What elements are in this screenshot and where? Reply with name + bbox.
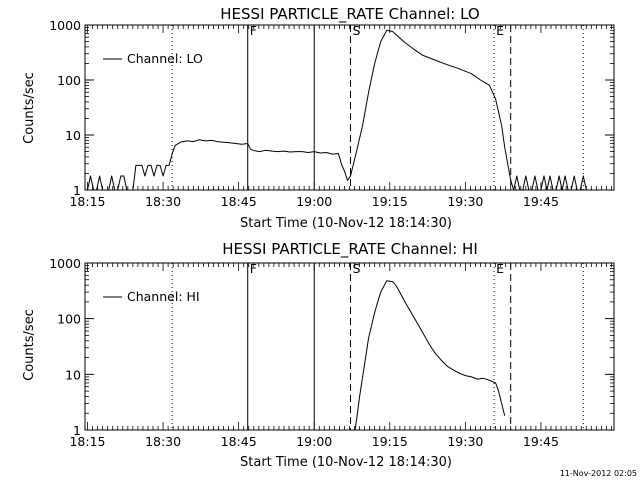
- y-tick-label: 100: [57, 312, 81, 327]
- x-tick-label: 19:30: [447, 434, 483, 449]
- marker-label: E: [496, 23, 504, 38]
- x-tick-label: 18:15: [69, 434, 105, 449]
- legend: Channel: LO: [103, 51, 203, 66]
- legend-label: Channel: HI: [127, 289, 200, 304]
- y-tick-label: 100: [57, 73, 81, 88]
- series-group: [87, 29, 614, 191]
- series-line: [87, 29, 614, 191]
- marker-label: E: [496, 261, 504, 276]
- marker-label: S: [352, 261, 360, 276]
- legend-label: Channel: LO: [127, 51, 203, 66]
- marker-label: F: [250, 261, 257, 276]
- y-tick-label: 1: [73, 423, 81, 438]
- plot-frame: [84, 24, 615, 191]
- y-tick-label: 10: [65, 128, 81, 143]
- chart-title: HESSI PARTICLE_RATE Channel: HI: [222, 240, 478, 259]
- x-tick-label: 18:30: [145, 194, 181, 209]
- x-tick-label: 19:45: [523, 194, 559, 209]
- footer-timestamp: 11-Nov-2012 02:05: [560, 469, 637, 478]
- y-tick-label: 1000: [49, 256, 81, 271]
- axis-ticks: 18:15 18:30 18:45 19:00 19:15 19:30 19:45 1 10 10…: [49, 256, 614, 449]
- x-tick-label: 19:15: [372, 194, 408, 209]
- series-group: [354, 280, 506, 431]
- panel-lo: HESSI PARTICLE_RATE Channel: LO Counts/s…: [22, 5, 615, 231]
- axis-ticks: 18:15 18:30 18:45 19:00 19:15 19:30 19:45 1 10 10…: [49, 18, 614, 209]
- y-axis-label: Counts/sec: [22, 309, 37, 381]
- plot-area-border: [84, 24, 615, 191]
- x-tick-label: 19:00: [296, 194, 332, 209]
- x-tick-label: 19:00: [296, 434, 332, 449]
- y-tick-label: 10: [65, 367, 81, 382]
- x-tick-label: 19:45: [523, 434, 559, 449]
- x-tick-label: 19:30: [447, 194, 483, 209]
- x-tick-label: 19:15: [372, 434, 408, 449]
- x-axis-label: Start Time (10-Nov-12 18:14:30): [240, 216, 452, 231]
- panel-hi: HESSI PARTICLE_RATE Channel: HI Counts/s…: [22, 240, 615, 470]
- chart-title: HESSI PARTICLE_RATE Channel: LO: [220, 5, 479, 24]
- x-axis-label: Start Time (10-Nov-12 18:14:30): [240, 455, 452, 470]
- legend: Channel: HI: [103, 289, 200, 304]
- marker-label: S: [352, 23, 360, 38]
- marker-label: F: [250, 23, 257, 38]
- y-tick-label: 1000: [49, 18, 81, 33]
- x-tick-label: 18:15: [69, 194, 105, 209]
- y-tick-label: 1: [73, 183, 81, 198]
- x-tick-label: 18:45: [221, 434, 257, 449]
- x-tick-label: 18:45: [221, 194, 257, 209]
- x-tick-label: 18:30: [145, 434, 181, 449]
- series-line: [354, 280, 506, 431]
- y-axis-label: Counts/sec: [22, 72, 37, 144]
